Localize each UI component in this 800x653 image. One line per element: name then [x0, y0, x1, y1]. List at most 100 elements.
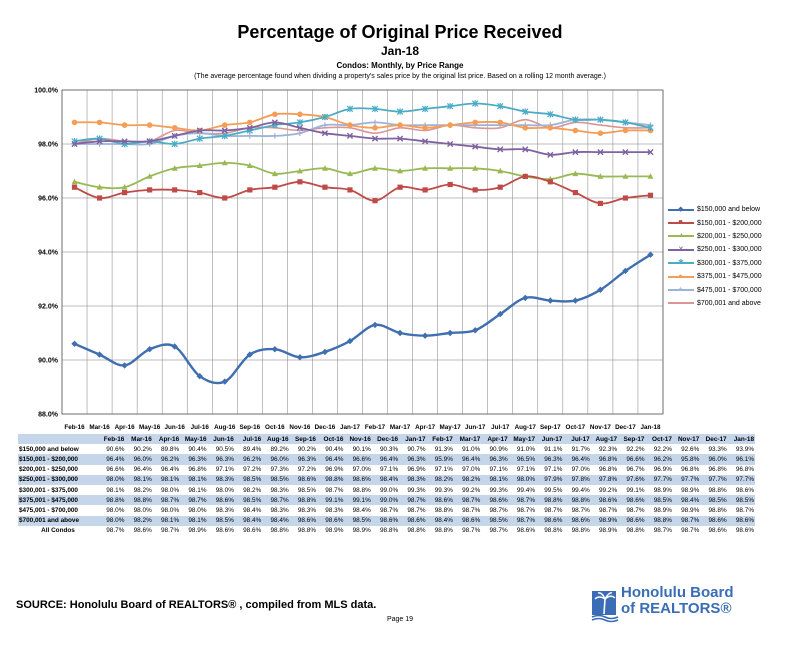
table-cell: 98.6% [708, 527, 727, 535]
data-point [447, 165, 454, 171]
table-cell: 96.6% [344, 454, 372, 465]
x-tick-label: Sep-16 [239, 424, 260, 431]
table-cell: 96.3% [399, 454, 427, 465]
table-cell: 98.7% [681, 527, 700, 535]
data-point [447, 140, 454, 148]
table-cell: 98.1% [152, 474, 181, 485]
table-cell: 98.0% [98, 474, 126, 485]
data-point [597, 116, 604, 123]
table-cell: 95.9% [426, 454, 454, 465]
data-point [597, 130, 604, 136]
data-point [246, 351, 254, 358]
data-point [572, 170, 579, 177]
x-tick-label: Jan-17 [340, 424, 360, 431]
table-cell: 98.0% [106, 506, 125, 514]
table-cell: 96.5% [508, 454, 536, 465]
data-point [472, 119, 478, 126]
data-point [597, 286, 604, 293]
table-cell: 98.4% [262, 515, 290, 526]
data-point [472, 143, 479, 150]
x-tick-label: Jun-17 [465, 424, 486, 431]
table-cell: 98.6% [536, 515, 564, 526]
palm-tree-icon [591, 591, 619, 623]
table-cell: 98.7% [161, 527, 180, 535]
data-point [96, 119, 103, 126]
table-cell: 98.6% [371, 515, 400, 526]
table-cell: 91.7% [571, 445, 590, 453]
data-point [221, 122, 228, 128]
x-tick-label: Mar-17 [390, 424, 411, 431]
y-tick-label: 90.0% [38, 358, 59, 365]
legend-label: $150,001 - $200,000 [697, 219, 762, 227]
legend-label: $250,001 - $300,000 [697, 246, 762, 254]
data-point [497, 184, 503, 190]
table-cell: 98.8% [708, 506, 727, 514]
data-point [247, 187, 253, 193]
data-point [547, 179, 553, 185]
table-cell: 98.8% [571, 527, 590, 535]
table-cell: 97.7% [700, 474, 728, 485]
table-cell: 98.1% [188, 486, 207, 494]
table-header-cell: Nov-17 [672, 434, 701, 445]
data-point [71, 184, 78, 190]
table-cell: 96.9% [325, 466, 344, 474]
data-point [522, 146, 529, 153]
data-point [497, 310, 504, 318]
y-tick-label: 94.0% [38, 250, 59, 257]
table-cell: 98.7% [462, 506, 481, 514]
legend-label: $150,000 and below [697, 206, 761, 214]
x-tick-label: Jan-18 [641, 424, 661, 431]
table-cell: 98.6% [215, 527, 234, 535]
legend-swatch: ✕ [668, 246, 694, 254]
data-point [522, 173, 528, 179]
data-point [171, 125, 178, 131]
data-point [622, 119, 629, 126]
table-cell: 98.5% [234, 474, 263, 485]
table-cell: 98.2% [453, 474, 482, 485]
table-cell: 98.8% [645, 515, 673, 526]
table-cell: 97.2% [297, 466, 316, 474]
data-point [522, 294, 529, 302]
table-cell: 98.7% [152, 495, 181, 506]
table-cell: 98.5% [344, 515, 372, 526]
data-point [321, 113, 329, 121]
table-cell: 90.7% [407, 445, 426, 453]
data-point [346, 132, 354, 139]
table-cell: 96.8% [188, 466, 207, 474]
table-cell: 99.1% [626, 486, 645, 494]
table-cell: 98.9% [325, 527, 344, 535]
table-row-label: $375,001 - $475,000 [18, 495, 98, 506]
table-header-cell [18, 434, 98, 445]
data-point [371, 321, 379, 329]
data-point [622, 149, 629, 156]
table-cell: 90.5% [215, 445, 234, 453]
table-cell: 98.6% [590, 495, 619, 506]
table-cell: 89.4% [243, 445, 262, 453]
data-point [547, 111, 554, 118]
table-header-cell: May-16 [180, 434, 208, 445]
table-cell: 98.5% [727, 495, 755, 506]
data-point [447, 122, 453, 128]
x-tick-label: Aug-16 [214, 424, 236, 431]
data-point [497, 146, 504, 153]
data-point [171, 140, 178, 148]
data-point [171, 165, 178, 171]
table-row-label: $150,000 and below [19, 445, 79, 453]
chart-axes: 88.0% 90.0% 92.0% 94.0% 96.0% 98.0% 100.0% Feb-… [34, 88, 664, 431]
table-header-cell: Aug-17 [590, 434, 619, 445]
x-tick-label: Mar-16 [89, 424, 110, 431]
data-point [246, 162, 253, 168]
table-cell: 98.9% [599, 527, 618, 535]
table-row: $200,001 - $250,000 96.6% 96.4% 96.4% 96.8% 9… [18, 465, 755, 475]
x-tick-label: Jul-17 [491, 424, 510, 431]
legend-label: $700,001 and above [697, 299, 761, 307]
data-point [371, 105, 379, 113]
table-cell: 99.2% [599, 486, 618, 494]
table-cell: 97.0% [571, 466, 590, 474]
table-cell: 98.7% [508, 495, 536, 506]
table-header-cell: Apr-16 [152, 434, 181, 445]
data-point [96, 351, 103, 358]
table-cell: 98.6% [727, 515, 755, 526]
x-tick-label: Sep-17 [540, 424, 561, 431]
table-cell: 96.8% [708, 466, 727, 474]
